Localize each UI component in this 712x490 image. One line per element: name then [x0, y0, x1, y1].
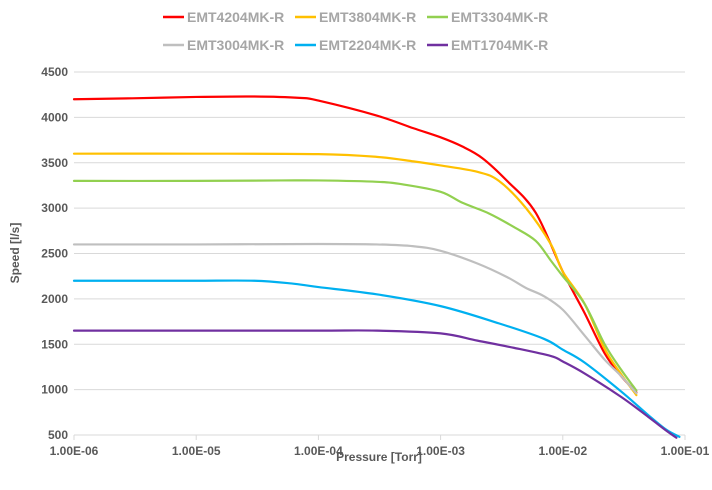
x-tick-label: 1.00E-03: [416, 444, 465, 458]
y-tick-label: 1500: [41, 337, 68, 351]
legend-label: EMT2204MK-R: [319, 37, 416, 53]
legend-item-emt3304mk-r: EMT3304MK-R: [427, 9, 548, 25]
series-line-emt3304mk-r: [72, 179, 638, 392]
series-lines: [72, 95, 681, 439]
y-tick-label: 4500: [41, 65, 68, 79]
legend-item-emt3804mk-r: EMT3804MK-R: [295, 9, 416, 25]
y-tick-label: 2000: [41, 292, 68, 306]
x-axis-title: Pressure [Torr]: [336, 450, 422, 464]
legend-item-emt2204mk-r: EMT2204MK-R: [295, 37, 416, 53]
y-axis-title: Speed [l/s]: [8, 223, 22, 284]
x-tick-label: 1.00E-05: [172, 444, 221, 458]
legend-label: EMT3004MK-R: [187, 37, 284, 53]
y-tick-label: 4000: [41, 110, 68, 124]
x-axis-ticks: 1.00E-06 1.00E-05 1.00E-04 1.00E-03 1.00E-02…: [50, 435, 710, 458]
legend-label: EMT4204MK-R: [187, 9, 284, 25]
legend-item-emt4204mk-r: EMT4204MK-R: [163, 9, 284, 25]
series-line-emt4204mk-r: [72, 95, 638, 394]
series-line-emt1704mk-r: [72, 329, 678, 439]
y-tick-label: 3000: [41, 201, 68, 215]
y-tick-label: 1000: [41, 383, 68, 397]
x-tick-label: 1.00E-06: [50, 444, 99, 458]
legend-item-emt1704mk-r: EMT1704MK-R: [427, 37, 548, 53]
legend-label: EMT3304MK-R: [451, 9, 548, 25]
legend-label: EMT1704MK-R: [451, 37, 548, 53]
legend-item-emt3004mk-r: EMT3004MK-R: [163, 37, 284, 53]
y-tick-label: 2500: [41, 247, 68, 261]
gridlines: [74, 71, 685, 391]
series-line-emt3004mk-r: [72, 242, 638, 395]
y-tick-label: 500: [48, 428, 68, 442]
x-tick-label: 1.00E-04: [294, 444, 343, 458]
y-tick-label: 3500: [41, 156, 68, 170]
series-line-emt2204mk-r: [72, 279, 681, 438]
legend-label: EMT3804MK-R: [319, 9, 416, 25]
x-tick-label: 1.00E-02: [538, 444, 587, 458]
y-axis-ticks: 500 1000 1500 2000 2500 3000 3500 4000 4500: [41, 65, 68, 442]
legend: EMT4204MK-R EMT3804MK-R EMT3304MK-R EMT3004…: [163, 9, 548, 53]
x-tick-label: 1.00E-01: [661, 444, 710, 458]
series-line-emt3804mk-r: [72, 152, 638, 397]
